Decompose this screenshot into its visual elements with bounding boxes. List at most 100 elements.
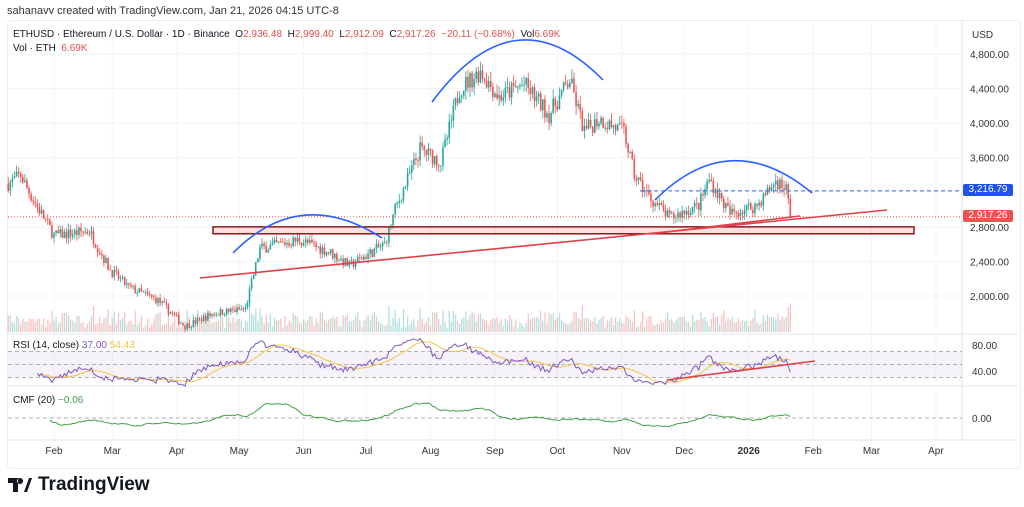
volume-bar	[577, 317, 579, 332]
volume-bar	[475, 321, 477, 332]
candle-body	[319, 246, 322, 254]
candle-body	[227, 308, 230, 312]
volume-bar	[459, 324, 461, 332]
volume-bar	[155, 314, 157, 332]
volume-bar	[7, 315, 9, 332]
cmf-label[interactable]: CMF (20)	[13, 395, 56, 406]
volume-bar	[342, 315, 344, 332]
ohlc-legend: ETHUSD · Ethereum / U.S. Dollar · 1D · B…	[13, 28, 560, 56]
candle-body	[329, 249, 332, 254]
candle-body	[735, 211, 738, 214]
candle-body	[400, 200, 403, 202]
candle-body	[435, 156, 438, 166]
volume-bar	[209, 320, 211, 332]
candle-body	[250, 278, 253, 289]
volume-bar	[251, 313, 253, 332]
volume-bar	[259, 308, 261, 332]
volume-bar	[696, 319, 698, 332]
candle-body	[598, 123, 600, 127]
currency-label[interactable]: USD	[972, 30, 994, 41]
candle-body	[658, 203, 661, 205]
volume-bar	[398, 318, 400, 332]
candle-body	[542, 99, 544, 111]
candle-body	[417, 159, 419, 161]
candle-body	[573, 78, 575, 93]
candle-body	[444, 139, 446, 148]
volume-bar	[199, 319, 201, 332]
volume-bar	[560, 320, 563, 332]
candle-body	[529, 87, 532, 94]
candle-body	[178, 314, 180, 324]
volume-bar	[667, 312, 669, 332]
volume-bar	[371, 314, 373, 332]
volume-bar	[55, 317, 57, 332]
volume-indicator-value: 6.69K	[61, 43, 88, 54]
candle-body	[132, 285, 134, 287]
symbol[interactable]: ETHUSD · Ethereum / U.S. Dollar · 1D · B…	[13, 29, 230, 40]
volume-bar	[384, 326, 386, 332]
volume-bar	[687, 321, 690, 332]
candle-body	[460, 95, 463, 98]
candle-body	[59, 229, 62, 234]
candle-body	[774, 180, 777, 185]
volume-bar	[644, 326, 646, 332]
rsi-tick-label: 80.00	[972, 341, 997, 352]
candle-body	[51, 225, 53, 238]
candle-body	[693, 202, 696, 208]
candle-body	[652, 201, 654, 207]
volume-bar	[525, 322, 527, 332]
cmf-value: −0.06	[58, 395, 84, 406]
volume-bar	[119, 319, 122, 332]
volume-bar	[789, 303, 792, 332]
volume-bar	[511, 318, 513, 332]
volume-bar	[479, 313, 482, 332]
volume-bar	[298, 322, 301, 332]
volume-bar	[783, 318, 785, 332]
volume-bar	[373, 312, 376, 332]
volume-bar	[211, 323, 213, 332]
volume-bar	[307, 320, 309, 332]
volume-indicator-label[interactable]: Vol · ETH	[13, 43, 56, 54]
volume-bar	[731, 316, 733, 332]
candle-body	[202, 315, 205, 322]
candle-body	[438, 165, 440, 167]
candle-body	[105, 257, 107, 264]
volume-bar	[161, 325, 163, 332]
volume-bar	[325, 322, 328, 332]
volume-bar	[413, 318, 415, 332]
x-tick-label: Apr	[928, 446, 944, 457]
candle-body	[544, 99, 546, 118]
candle-body	[594, 119, 596, 133]
candle-body	[361, 257, 363, 260]
candle-body	[483, 78, 486, 81]
candle-body	[209, 313, 211, 317]
candle-body	[695, 202, 698, 204]
candle-body	[531, 87, 534, 94]
candle-body	[248, 288, 251, 303]
candle-body	[639, 177, 642, 180]
x-tick-label: Jun	[296, 446, 312, 457]
vol-value: 6.69K	[534, 29, 561, 40]
candle-body	[496, 93, 498, 99]
rsi-label[interactable]: RSI (14, close)	[13, 340, 80, 351]
volume-bar	[737, 318, 740, 332]
candle-body	[161, 301, 163, 303]
candle-body	[167, 304, 170, 315]
volume-bar	[171, 322, 174, 332]
volume-bar	[82, 322, 84, 332]
volume-bar	[592, 321, 594, 332]
volume-bar	[492, 317, 494, 332]
tradingview-logo[interactable]: TradingView	[8, 474, 150, 496]
candle-body	[78, 227, 80, 235]
candle-body	[194, 319, 197, 324]
candle-body	[756, 203, 758, 206]
candle-body	[616, 123, 619, 131]
volume-bar	[101, 323, 103, 332]
volume-bar	[390, 325, 392, 332]
candle-body	[313, 242, 315, 244]
volume-bar	[719, 324, 721, 332]
volume-bar	[300, 323, 303, 332]
volume-bar	[67, 315, 70, 332]
volume-bar	[779, 319, 781, 332]
